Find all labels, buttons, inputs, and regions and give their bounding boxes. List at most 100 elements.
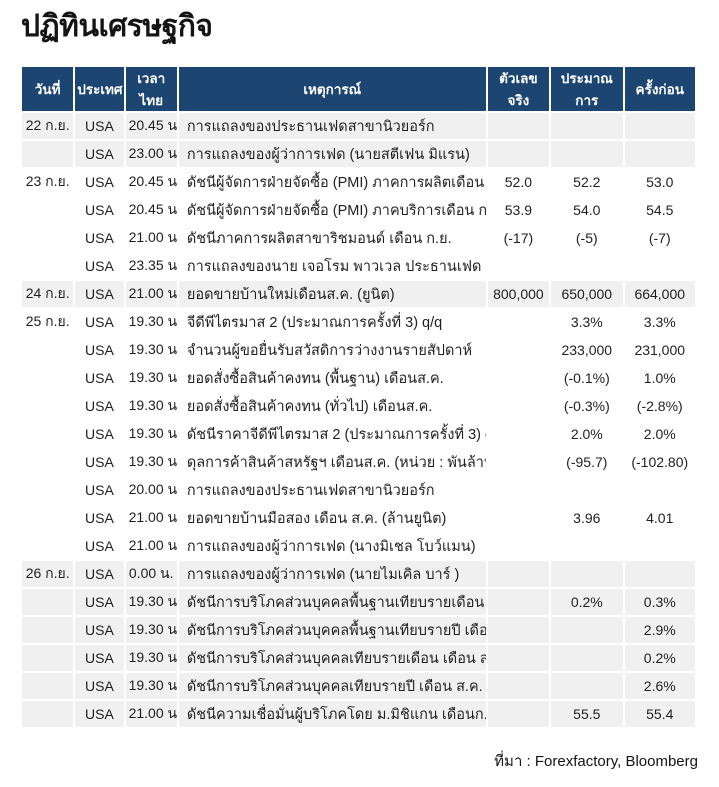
- date-cell: [22, 589, 74, 615]
- column-header-actual: ตัวเลขจริง: [487, 67, 550, 111]
- table-row: USA 19.30 น. ดัชนีราคาจีดีพีไตรมาส 2 (ปร…: [22, 421, 695, 447]
- actual-cell: [487, 421, 550, 447]
- country-cell: USA: [75, 197, 124, 223]
- column-header-time: เวลาไทย: [125, 67, 177, 111]
- time-cell: 19.30 น.: [125, 365, 177, 391]
- time-cell: 21.00 น.: [125, 701, 177, 727]
- table-row: USA 21.00 น. ยอดขายบ้านมือสอง เดือน ส.ค.…: [22, 505, 695, 531]
- column-header-previous: ครั้งก่อน: [624, 67, 695, 111]
- event-cell: ดัชนีความเชื่อมั่นผู้บริโภคโดย ม.มิชิแกน…: [178, 701, 486, 727]
- actual-cell: [487, 673, 550, 699]
- actual-cell: [487, 533, 550, 559]
- forecast-cell: 3.96: [551, 505, 623, 531]
- time-cell: 19.30 น.: [125, 393, 177, 419]
- column-header-event: เหตุการณ์: [178, 67, 486, 111]
- event-cell: การแถลงของประธานเฟดสาขานิวยอร์ก: [178, 477, 486, 503]
- table-row: USA 21.00 น. การแถลงของผู้ว่าการเฟด (นาง…: [22, 533, 695, 559]
- table-row: USA 21.00 น. ดัชนีภาคการผลิตสาขาริชมอนด์…: [22, 225, 695, 251]
- date-cell: [22, 225, 74, 251]
- event-cell: การแถลงของผู้ว่าการเฟด (นายสตีเฟน มิแรน): [178, 141, 486, 167]
- previous-cell: 55.4: [624, 701, 695, 727]
- time-cell: 21.00 น.: [125, 225, 177, 251]
- table-row: USA 19.30 น. ยอดสั่งซื้อสินค้าคงทน (พื้น…: [22, 365, 695, 391]
- country-cell: USA: [75, 617, 124, 643]
- forecast-cell: 0.2%: [551, 589, 623, 615]
- time-cell: 23.00 น.: [125, 141, 177, 167]
- event-cell: ยอดสั่งซื้อสินค้าคงทน (พื้นฐาน) เดือนส.ค…: [178, 365, 486, 391]
- previous-cell: 2.6%: [624, 673, 695, 699]
- event-cell: ดัชนีการบริโภคส่วนบุคคลพื้นฐานเทียบรายปี…: [178, 617, 486, 643]
- event-cell: ดัชนีการบริโภคส่วนบุคคลพื้นฐานเทียบรายเด…: [178, 589, 486, 615]
- previous-cell: (-102.80): [624, 449, 695, 475]
- economic-calendar-page: ปฏิทินเศรษฐกิจ วันที่ ประเทศ เวลาไทย เหต…: [0, 9, 719, 787]
- country-cell: USA: [75, 393, 124, 419]
- country-cell: USA: [75, 421, 124, 447]
- previous-cell: 54.5: [624, 197, 695, 223]
- time-cell: 19.30 น.: [125, 589, 177, 615]
- forecast-cell: [551, 561, 623, 587]
- event-cell: ดัชนีภาคการผลิตสาขาริชมอนด์ เดือน ก.ย.: [178, 225, 486, 251]
- time-cell: 20.00 น.: [125, 477, 177, 503]
- time-cell: 20.45 น.: [125, 197, 177, 223]
- actual-cell: [487, 477, 550, 503]
- forecast-cell: [551, 141, 623, 167]
- event-cell: ดัชนีผู้จัดการฝ่ายจัดซื้อ (PMI) ภาคการผล…: [178, 169, 486, 195]
- country-cell: USA: [75, 225, 124, 251]
- forecast-cell: (-5): [551, 225, 623, 251]
- table-row: USA 19.30 น. ดัชนีการบริโภคส่วนบุคคลเทีย…: [22, 645, 695, 671]
- source-note: ที่มา : Forexfactory, Bloomberg: [494, 753, 698, 770]
- event-cell: ดุลการค้าสินค้าสหรัฐฯ เดือนส.ค. (หน่วย :…: [178, 449, 486, 475]
- forecast-cell: 233,000: [551, 337, 623, 363]
- actual-cell: [487, 505, 550, 531]
- country-cell: USA: [75, 561, 124, 587]
- event-cell: ยอดสั่งซื้อสินค้าคงทน (ทั่วไป) เดือนส.ค.: [178, 393, 486, 419]
- previous-cell: (-2.8%): [624, 393, 695, 419]
- actual-cell: [487, 589, 550, 615]
- country-cell: USA: [75, 589, 124, 615]
- actual-cell: [487, 365, 550, 391]
- event-cell: ดัชนีผู้จัดการฝ่ายจัดซื้อ (PMI) ภาคบริกา…: [178, 197, 486, 223]
- date-cell: [22, 617, 74, 643]
- forecast-cell: [551, 113, 623, 139]
- country-cell: USA: [75, 645, 124, 671]
- actual-cell: [487, 393, 550, 419]
- calendar-table-header: วันที่ ประเทศ เวลาไทย เหตุการณ์ ตัวเลขจร…: [22, 67, 695, 111]
- forecast-cell: (-95.7): [551, 449, 623, 475]
- forecast-cell: 52.2: [551, 169, 623, 195]
- previous-cell: [624, 477, 695, 503]
- table-row: 24 ก.ย. USA 21.00 น. ยอดขายบ้านใหม่เดือน…: [22, 281, 695, 307]
- country-cell: USA: [75, 701, 124, 727]
- forecast-cell: [551, 253, 623, 279]
- country-cell: USA: [75, 337, 124, 363]
- previous-cell: 0.3%: [624, 589, 695, 615]
- actual-cell: [487, 337, 550, 363]
- previous-cell: 664,000: [624, 281, 695, 307]
- country-cell: USA: [75, 141, 124, 167]
- previous-cell: 4.01: [624, 505, 695, 531]
- date-cell: [22, 393, 74, 419]
- economic-calendar-table: วันที่ ประเทศ เวลาไทย เหตุการณ์ ตัวเลขจร…: [20, 65, 697, 729]
- previous-cell: [624, 253, 695, 279]
- country-cell: USA: [75, 673, 124, 699]
- previous-cell: (-7): [624, 225, 695, 251]
- event-cell: ดัชนีการบริโภคส่วนบุคคลเทียบรายเดือน เดื…: [178, 645, 486, 671]
- actual-cell: [487, 141, 550, 167]
- date-cell: [22, 449, 74, 475]
- actual-cell: [487, 449, 550, 475]
- actual-cell: 52.0: [487, 169, 550, 195]
- time-cell: 23.35 น.: [125, 253, 177, 279]
- event-cell: การแถลงของผู้ว่าการเฟด (นายไมเคิล บาร์ ): [178, 561, 486, 587]
- actual-cell: [487, 701, 550, 727]
- country-cell: USA: [75, 449, 124, 475]
- country-cell: USA: [75, 113, 124, 139]
- event-cell: การแถลงของผู้ว่าการเฟด (นางมิเชล โบว์แมน…: [178, 533, 486, 559]
- forecast-cell: [551, 645, 623, 671]
- date-cell: [22, 701, 74, 727]
- event-cell: ยอดขายบ้านใหม่เดือนส.ค. (ยูนิต): [178, 281, 486, 307]
- forecast-cell: 54.0: [551, 197, 623, 223]
- country-cell: USA: [75, 365, 124, 391]
- date-cell: [22, 505, 74, 531]
- table-row: USA 19.30 น. ยอดสั่งซื้อสินค้าคงทน (ทั่ว…: [22, 393, 695, 419]
- date-cell: [22, 673, 74, 699]
- time-cell: 0.00 น.: [125, 561, 177, 587]
